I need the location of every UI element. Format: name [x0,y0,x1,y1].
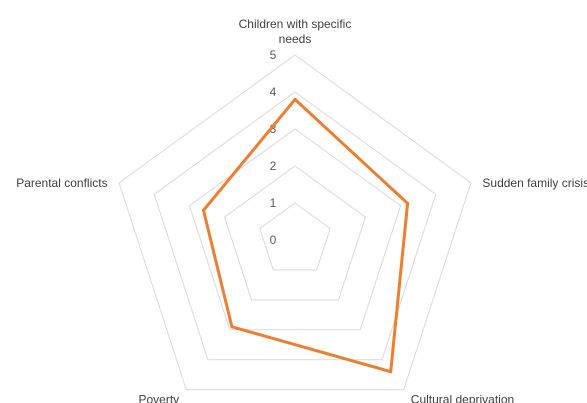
tick-label-4: 4 [270,85,277,99]
radar-series [202,98,409,373]
category-label-0: Children with specific needs [239,17,352,46]
category-label-4: Parental conflicts [16,176,107,190]
tick-label-1: 1 [270,196,277,210]
data-point-0-4 [202,209,205,212]
grid-ring-2 [225,166,366,300]
data-point-0-1 [406,202,409,205]
grid-ring-5 [119,55,471,390]
data-point-0-3 [230,325,233,328]
series-line-0 [204,99,408,371]
tick-label-0: 0 [270,233,277,247]
tick-label-2: 2 [270,159,277,173]
tick-label-5: 5 [270,48,277,62]
data-point-0-2 [389,370,392,373]
category-label-3: Poverty [139,393,180,403]
radar-grid [119,55,471,390]
data-point-0-0 [294,98,297,101]
category-label-2: Cultural deprivation [411,393,514,403]
category-label-1: Sudden family crisis [482,176,587,190]
